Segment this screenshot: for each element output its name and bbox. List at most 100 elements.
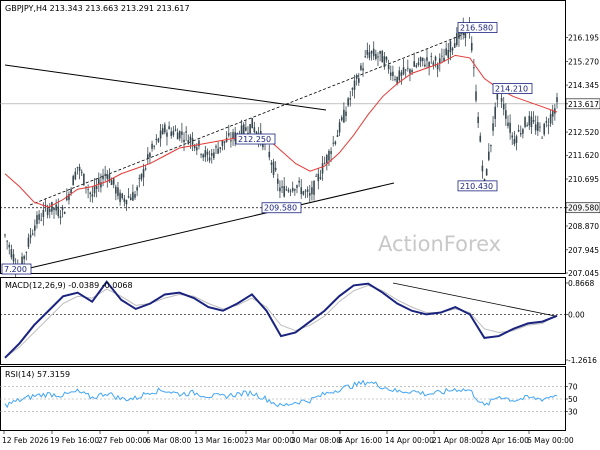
- candle-body: [323, 162, 326, 164]
- trendline-lower-channel: [29, 182, 395, 269]
- candle-body: [398, 70, 401, 81]
- x-tick-label: 6 May 00:00: [527, 436, 574, 445]
- candle-body: [230, 140, 232, 142]
- candle-body: [68, 193, 70, 201]
- candle-body: [494, 106, 496, 119]
- candle-body: [272, 161, 275, 176]
- candle-body: [524, 117, 526, 127]
- candle-body: [274, 167, 277, 171]
- x-tick-label: 13 Mar 16:00: [194, 436, 244, 445]
- candle-body: [198, 140, 200, 147]
- x-tick-label: 19 Feb 16:00: [50, 436, 99, 445]
- candle-body: [164, 124, 166, 133]
- candle-body: [541, 137, 543, 139]
- candle-body: [302, 191, 305, 195]
- candle-body: [304, 190, 307, 192]
- candle-body: [161, 128, 164, 135]
- candle-body: [70, 189, 72, 194]
- candle-body: [129, 197, 132, 201]
- candle-body: [289, 191, 292, 193]
- y-tick-label: 210.695: [568, 175, 599, 184]
- candle-body: [411, 70, 413, 72]
- candle-body: [424, 64, 426, 67]
- candle-body: [375, 53, 377, 59]
- candle-body: [189, 136, 192, 141]
- candle-body: [298, 180, 300, 183]
- candle-body: [151, 143, 153, 149]
- candle-body: [294, 189, 296, 191]
- candle-body: [449, 41, 452, 53]
- y-tick-label: 208.870: [568, 222, 599, 231]
- candle-body: [436, 64, 439, 70]
- level-212-label: 212.250: [238, 135, 271, 144]
- candle-body: [108, 174, 111, 182]
- watermark: ActionForex: [378, 232, 501, 256]
- swing-high-label-box: [492, 83, 533, 94]
- candle-body: [232, 132, 234, 139]
- level-212-label-box: [235, 133, 276, 145]
- candle-body: [470, 42, 473, 51]
- candle-body: [21, 256, 23, 269]
- candle-body: [326, 155, 328, 164]
- candle-body: [473, 67, 475, 69]
- candle-body: [200, 154, 202, 156]
- candle-body: [217, 148, 219, 154]
- candle-body: [458, 30, 460, 39]
- candle-body: [343, 109, 345, 123]
- candle-body: [97, 178, 100, 185]
- x-tick-label: 6 Apr 16:00: [338, 436, 382, 445]
- y-axis-labels: 216.195 215.270 214.345 213.617 212.520 211.6…: [565, 33, 600, 416]
- candle-body: [340, 117, 343, 121]
- candle-body: [509, 122, 511, 133]
- candle-body: [481, 165, 484, 172]
- candle-body: [196, 147, 198, 151]
- candle-body: [61, 206, 64, 210]
- candle-body: [25, 252, 28, 253]
- candle-body: [475, 91, 477, 101]
- candle-body: [59, 216, 62, 219]
- candle-body: [430, 56, 433, 57]
- rsi-line: [4, 379, 558, 409]
- candle-body: [372, 48, 375, 57]
- candle-body: [315, 176, 317, 177]
- macd-line: [4, 280, 558, 359]
- candle-body: [400, 72, 403, 76]
- macd-y-tick-label: 0.8668: [568, 279, 594, 288]
- candle-body: [396, 76, 398, 84]
- y-tick-label: 215.270: [568, 57, 599, 66]
- candle-body: [132, 192, 134, 201]
- candle-body: [281, 186, 283, 188]
- candle-body: [353, 80, 356, 90]
- candle-body: [112, 178, 115, 185]
- candle-body: [362, 68, 364, 71]
- candle-body: [138, 177, 141, 179]
- candle-body: [268, 151, 271, 158]
- candle-body: [206, 151, 209, 155]
- candle-body: [29, 234, 32, 238]
- candle-body: [193, 144, 196, 149]
- candle-body: [253, 127, 256, 133]
- candle-body: [104, 173, 106, 175]
- low-label: 210.430: [460, 182, 493, 191]
- y-tick-label: 216.195: [568, 33, 599, 42]
- candle-body: [157, 138, 160, 142]
- rsi-panel-title: RSI(14) 57.3159: [5, 370, 70, 379]
- candle-body: [291, 187, 294, 192]
- y-tick-label: 213.617: [568, 100, 599, 109]
- candle-body: [191, 138, 194, 145]
- candle-body: [528, 115, 531, 126]
- candle-body: [121, 193, 124, 199]
- candle-body: [146, 154, 149, 159]
- candle-body: [176, 132, 179, 140]
- moving-average-line: [4, 54, 558, 208]
- x-tick-label: 28 Apr 16:00: [480, 436, 529, 445]
- candle-body: [170, 131, 173, 137]
- candle-body: [392, 71, 394, 77]
- candle-body: [136, 187, 138, 191]
- x-tick-label: 6 Mar 08:00: [146, 436, 192, 445]
- candle-body: [202, 154, 205, 158]
- candle-body: [347, 98, 349, 106]
- x-tick-label: 30 Mar 08:00: [291, 436, 341, 445]
- candle-body: [366, 49, 369, 55]
